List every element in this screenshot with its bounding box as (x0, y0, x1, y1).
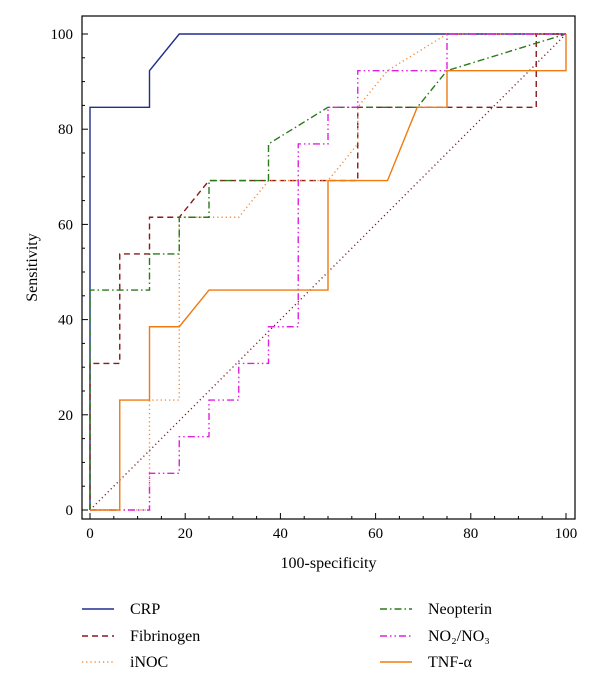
y-axis-title: Sensitivity (24, 233, 41, 301)
x-tick-label: 0 (86, 526, 94, 542)
y-tick-label: 0 (66, 503, 74, 519)
y-tick-label: 60 (58, 217, 73, 233)
legend-label-fibrinogen: Fibrinogen (130, 628, 200, 645)
x-tick-label: 80 (463, 526, 478, 542)
series-line-tnf- (90, 34, 567, 511)
x-tick-label: 100 (555, 526, 578, 542)
legend-label-crp: CRP (130, 601, 160, 618)
x-tick-label: 60 (368, 526, 383, 542)
plot-area: 0 20 40 60 80 100 0 20 40 60 80 100 100-specificity S… (24, 15, 578, 572)
legend-label-no2-no3: NO₂/NO₃ (428, 628, 490, 645)
x-tick-label: 20 (178, 526, 193, 542)
legend-label-tnf-: TNF-α (428, 654, 473, 671)
y-tick-label: 80 (58, 122, 73, 138)
y-tick-label: 100 (51, 27, 74, 43)
y-tick-label: 40 (58, 313, 73, 329)
y-tick-label: 20 (58, 408, 73, 424)
x-axis-title: 100-specificity (281, 555, 377, 572)
x-tick-label: 40 (273, 526, 288, 542)
legend: CRP Fibrinogen iNOC Neopterin NO₂/NO₃ TNF-α (82, 601, 492, 671)
series-line-crp (89, 33, 566, 510)
legend-label-neopterin: Neopterin (428, 601, 492, 618)
series-line-no2-no3 (90, 33, 566, 511)
legend-label-inoc: iNOC (130, 654, 168, 671)
